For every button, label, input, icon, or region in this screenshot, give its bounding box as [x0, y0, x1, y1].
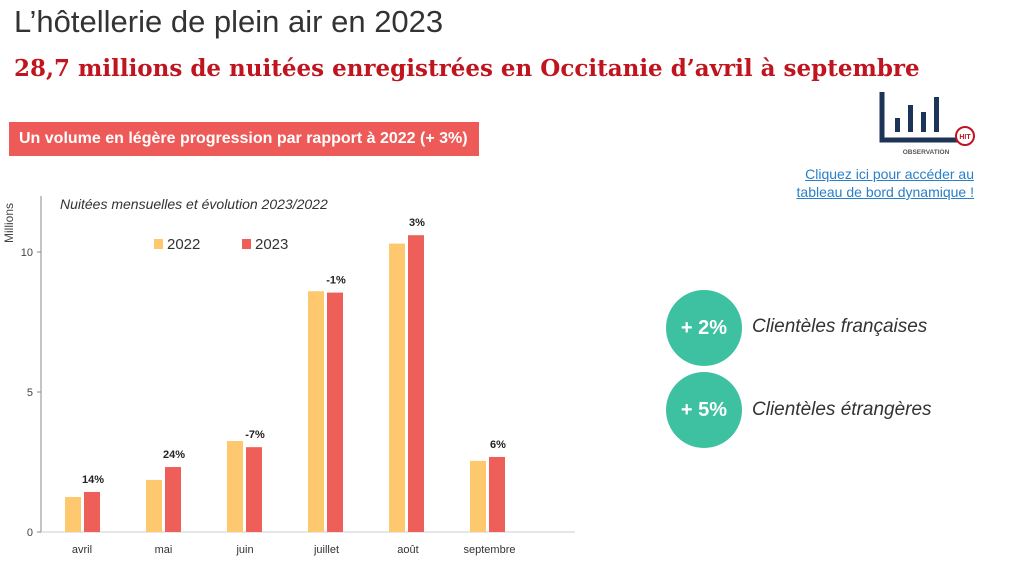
dashboard-link[interactable]: Cliquez ici pour accéder au tableau de b… — [797, 165, 974, 201]
legend-swatch-2022 — [154, 239, 163, 249]
highlight-banner: Un volume en légère progression par rapp… — [9, 122, 479, 156]
y-tick-label: 5 — [27, 387, 33, 399]
logo-badge: HIT — [959, 134, 971, 141]
bar-2022-août — [389, 243, 405, 532]
bar-2023-avril — [84, 491, 100, 532]
legend-label: 2022 — [167, 236, 200, 253]
x-tick-label: mai — [155, 544, 173, 556]
bar-2023-août — [408, 235, 424, 532]
page-subtitle: 28,7 millions de nuitées enregistrées en… — [14, 55, 920, 82]
bar-chart: Nuitées mensuelles et évolution 2023/202… — [2, 196, 575, 556]
bar-2022-septembre — [470, 460, 486, 532]
x-tick-label: juin — [235, 544, 253, 556]
kpi-french-badge: + 2% — [666, 290, 742, 366]
bar-2022-juillet — [308, 291, 324, 532]
dashboard-link-line1[interactable]: Cliquez ici pour accéder au — [805, 166, 974, 182]
y-tick-label: 0 — [27, 527, 33, 539]
bar-2023-juin — [246, 447, 262, 532]
data-label: -7% — [245, 429, 265, 441]
x-tick-label: septembre — [464, 544, 516, 556]
y-axis-label: Millions — [2, 203, 16, 243]
y-tick-label: 10 — [21, 247, 33, 259]
bar-2022-avril — [65, 497, 81, 532]
x-tick-label: août — [397, 544, 418, 556]
bar-2022-mai — [146, 479, 162, 532]
bar-2023-septembre — [489, 456, 505, 532]
x-tick-label: juillet — [313, 544, 339, 556]
observation-logo: HIT OBSERVATION — [879, 92, 975, 156]
x-tick-label: avril — [72, 544, 92, 556]
kpi-french-label: Clientèles françaises — [752, 316, 928, 337]
legend-label: 2023 — [255, 236, 288, 253]
kpi-foreign-label: Clientèles étrangères — [752, 399, 932, 420]
data-label: 24% — [163, 449, 185, 461]
logo-text: OBSERVATION — [903, 149, 950, 156]
data-label: 14% — [82, 474, 104, 486]
bar-2022-juin — [227, 441, 243, 532]
bar-2023-juillet — [327, 292, 343, 532]
page-title: L’hôtellerie de plein air en 2023 — [14, 4, 444, 39]
dashboard-link-line2[interactable]: tableau de bord dynamique ! — [796, 184, 974, 200]
chart-title: Nuitées mensuelles et évolution 2023/202… — [60, 196, 328, 212]
data-label: 3% — [409, 217, 425, 229]
legend-swatch-2023 — [242, 239, 251, 249]
bar-2023-mai — [165, 467, 181, 532]
kpi-foreign-badge: + 5% — [666, 372, 742, 448]
data-label: -1% — [326, 275, 346, 287]
data-label: 6% — [490, 439, 506, 451]
